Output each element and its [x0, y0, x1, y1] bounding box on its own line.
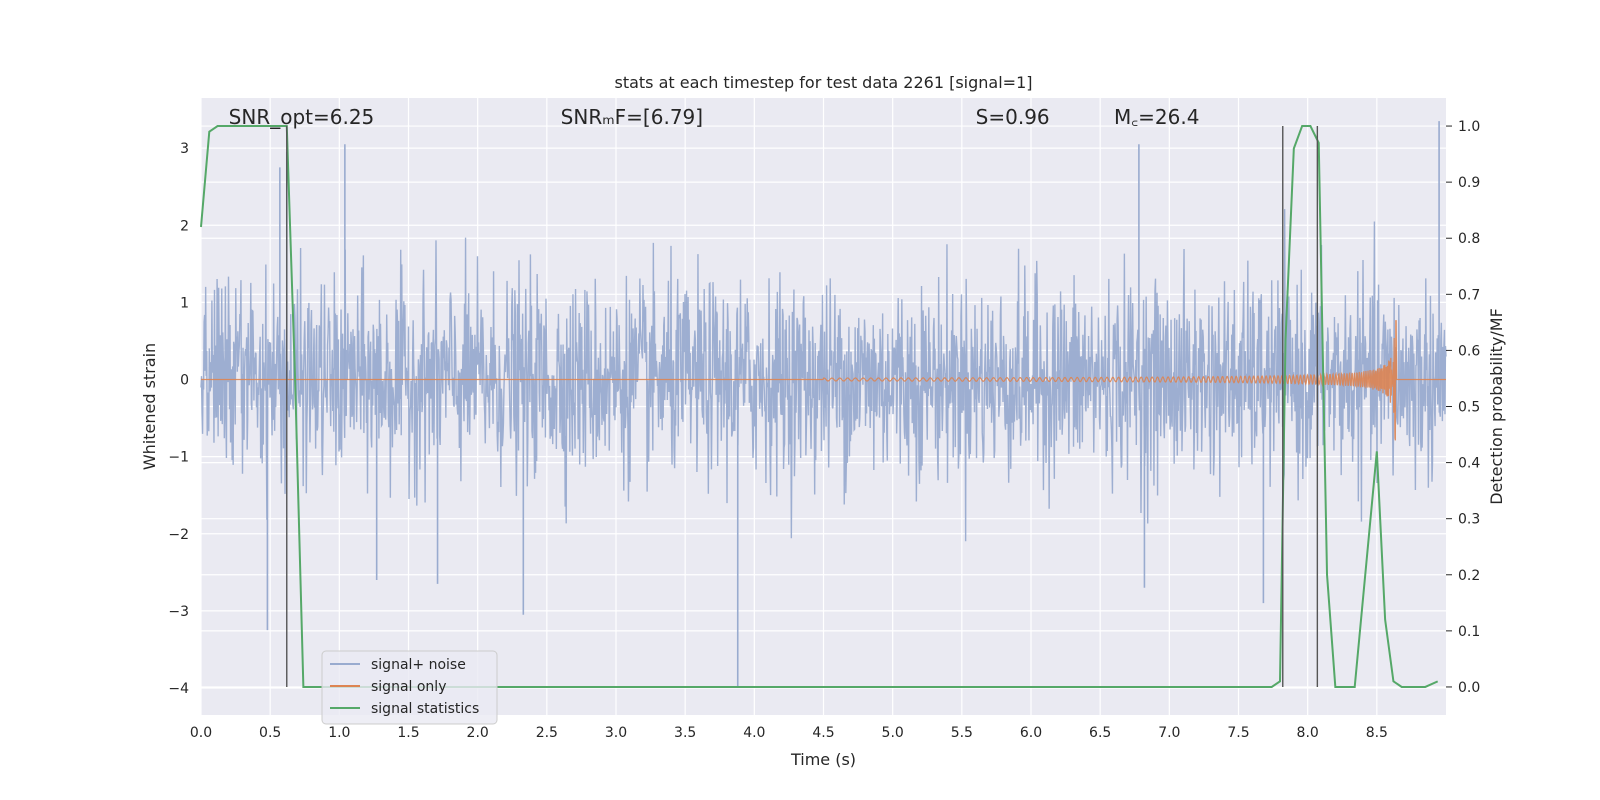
- annotation-text: S=0.96: [976, 105, 1050, 129]
- x-tick-label: 8.5: [1366, 725, 1388, 741]
- x-tick-label: 6.5: [1089, 725, 1111, 741]
- annotations: SNR_opt=6.25 SNRₘF=[6.79] S=0.96 M꜀=26.4: [229, 105, 1200, 129]
- legend: signal+ noise signal only signal statist…: [321, 650, 498, 725]
- y2-tick-label: 0.2: [1458, 568, 1480, 584]
- x-tick-label: 1.0: [328, 725, 350, 741]
- y-tick-label: 3: [180, 141, 189, 157]
- y-tick-label: −1: [168, 450, 189, 466]
- x-tick-label: 5.5: [951, 725, 973, 741]
- y2-tick-label: 0.1: [1458, 624, 1480, 640]
- x-tick-label: 4.0: [743, 725, 765, 741]
- y-tick-label: 1: [180, 295, 189, 311]
- legend-box: [321, 650, 498, 725]
- series-signal-only: [201, 320, 1446, 441]
- y2-tick-label: 0.4: [1458, 456, 1480, 472]
- y2-tick-label: 0.6: [1458, 343, 1480, 359]
- y2-tick-label: 0.7: [1458, 287, 1480, 303]
- y2-tick-label: 0.5: [1458, 400, 1480, 416]
- x-tick-label: 8.0: [1297, 725, 1319, 741]
- y-tick-label: 0: [180, 373, 189, 389]
- series-layer: [200, 121, 1447, 689]
- y-tick-label: −2: [168, 527, 189, 543]
- y-tick-label: −4: [168, 681, 189, 697]
- annotation-text: SNR_opt=6.25: [229, 105, 375, 129]
- annotation-text: M꜀=26.4: [1114, 105, 1199, 129]
- legend-label-signal-statistics: signal statistics: [371, 701, 479, 717]
- x-tick-label: 7.5: [1227, 725, 1249, 741]
- annotation-text: SNRₘF=[6.79]: [561, 105, 703, 129]
- y2-tick-label: 0.8: [1458, 231, 1480, 247]
- y-tick-label: 2: [180, 218, 189, 234]
- x-tick-label: 6.0: [1020, 725, 1042, 741]
- y-tick-label: −3: [168, 604, 189, 620]
- legend-label-signal-noise: signal+ noise: [371, 657, 466, 673]
- y2-tick-label: 0.9: [1458, 175, 1480, 191]
- vlines: [286, 126, 1319, 687]
- x-tick-label: 3.5: [674, 725, 696, 741]
- y2-tick-label: 1.0: [1458, 119, 1480, 135]
- x-tick-label: 0.0: [190, 725, 212, 741]
- y-axis-label: Whitened strain: [140, 343, 159, 470]
- x-tick-label: 3.0: [605, 725, 627, 741]
- series-signal-noise: [200, 209, 1447, 542]
- x-tick-label: 4.5: [812, 725, 834, 741]
- x-tick-label: 2.0: [467, 725, 489, 741]
- series-signal-statistics: [200, 125, 1439, 688]
- ticks: 0.0 0.5 1.0 1.5 2.0 2.5 3.0 3.5 4.0 4.5 5.0 5.5 6.0 6…: [168, 119, 1480, 741]
- chart-title: stats at each timestep for test data 226…: [614, 73, 1032, 92]
- x-tick-label: 7.0: [1158, 725, 1180, 741]
- legend-label-signal-only: signal only: [371, 679, 446, 695]
- y2-axis-label: Detection probability/MF: [1487, 308, 1506, 505]
- x-axis-label: Time (s): [790, 750, 856, 769]
- y2-tick-label: 0.3: [1458, 512, 1480, 528]
- x-tick-label: 0.5: [259, 725, 281, 741]
- x-tick-label: 1.5: [397, 725, 419, 741]
- y2-tick-label: 0.0: [1458, 680, 1480, 696]
- x-tick-label: 2.5: [536, 725, 558, 741]
- x-tick-label: 5.0: [882, 725, 904, 741]
